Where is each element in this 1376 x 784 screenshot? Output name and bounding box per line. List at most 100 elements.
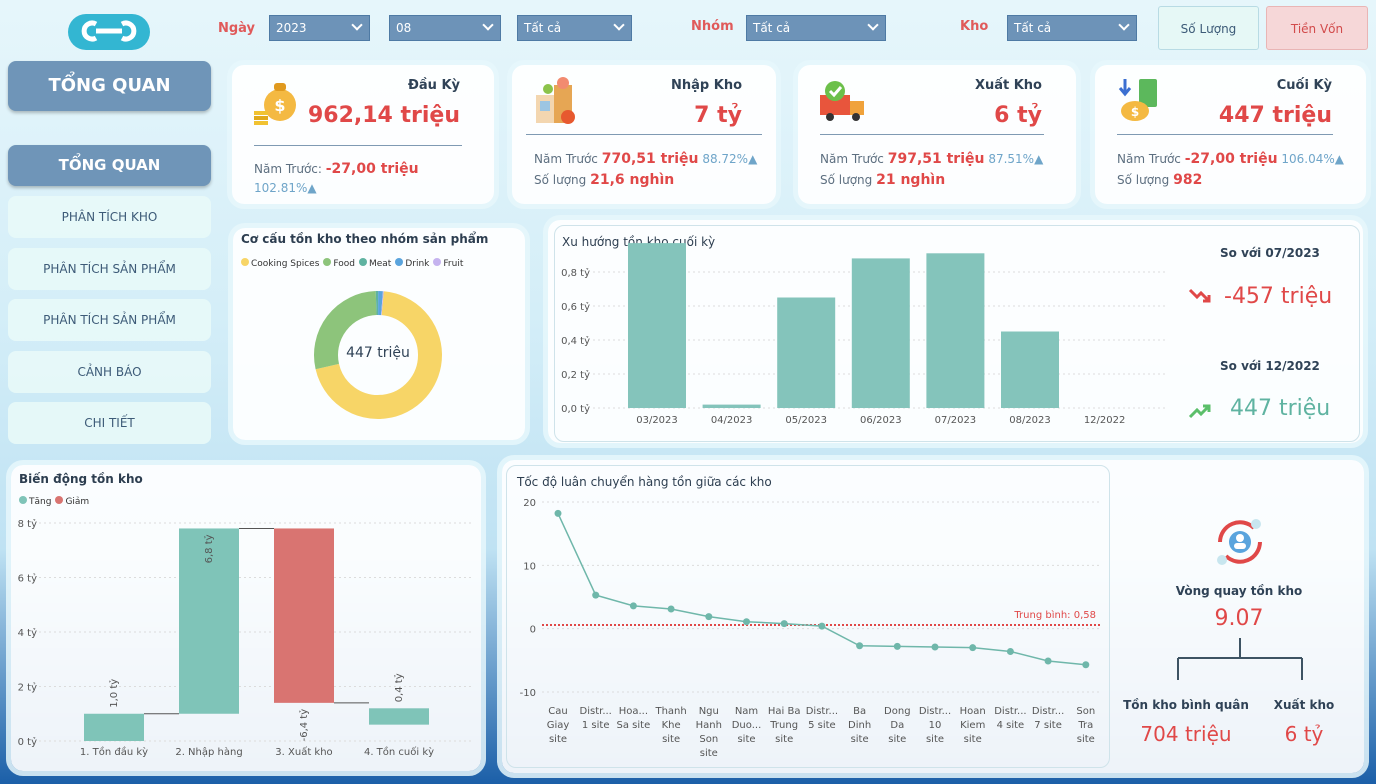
sidebar-item-warehouse-analysis[interactable]: PHÂN TÍCH KHO bbox=[8, 196, 211, 238]
x-tick-label: Hoan Kiem site bbox=[960, 706, 986, 745]
data-point bbox=[592, 591, 600, 599]
x-tick-label: 06/2023 bbox=[860, 415, 902, 426]
quantity-label: Số lượng bbox=[820, 173, 873, 187]
date-filter-label: Ngày bbox=[218, 21, 256, 36]
x-tick-label: Hoa... Sa site bbox=[617, 706, 651, 731]
x-tick-label: Distr... 10 site bbox=[919, 706, 951, 745]
waterfall-panel: Biến động tồn kho Tăng Giảm 0 tỷ 2 tỷ 4 tỷ 6… bbox=[11, 465, 481, 771]
chevron-down-icon bbox=[351, 19, 363, 31]
data-point bbox=[856, 642, 864, 650]
compare1-label: So với 07/2023 bbox=[1220, 246, 1320, 260]
data-point bbox=[629, 602, 637, 610]
waterfall-title: Biến động tồn kho bbox=[19, 472, 143, 486]
data-point bbox=[818, 622, 826, 630]
data-point bbox=[1006, 647, 1014, 655]
legend-item: Meat bbox=[358, 258, 391, 269]
day-dropdown[interactable]: Tất cả bbox=[517, 15, 632, 41]
x-tick-label: 07/2023 bbox=[935, 415, 977, 426]
waterfall-bar bbox=[179, 528, 239, 714]
group-value: Tất cả bbox=[753, 21, 791, 35]
kpi-card-import: Nhập Kho 7 tỷ Năm Trước 770,51 triệu 88.… bbox=[512, 65, 776, 204]
month-dropdown[interactable]: 08 bbox=[389, 15, 501, 41]
waterfall-legend: Tăng Giảm bbox=[19, 496, 93, 507]
sidebar-item-alerts[interactable]: CẢNH BÁO bbox=[8, 351, 211, 393]
year-dropdown[interactable]: 2023 bbox=[269, 15, 370, 41]
kpi-card-opening: $ Đầu Kỳ 962,14 triệu Năm Trước: -27,00 … bbox=[232, 65, 494, 204]
quantity-toggle-button[interactable]: Số Lượng bbox=[1158, 6, 1259, 50]
y-tick-label: 8 tỷ bbox=[18, 518, 37, 530]
x-tick-label: 05/2023 bbox=[785, 415, 827, 426]
data-point bbox=[705, 613, 713, 621]
chevron-down-icon bbox=[482, 19, 494, 31]
sidebar-item-details[interactable]: CHI TIẾT bbox=[8, 402, 211, 444]
export-label: Xuất kho bbox=[1273, 698, 1335, 712]
x-tick-label: Distr... 4 site bbox=[994, 706, 1026, 731]
data-point bbox=[667, 605, 675, 613]
data-label: 1,0 tỷ bbox=[108, 679, 120, 708]
kpi-title: Đầu Kỳ bbox=[408, 78, 460, 93]
y-tick-label: 0 bbox=[530, 625, 536, 636]
trend-up-icon bbox=[1188, 404, 1211, 419]
group-dropdown[interactable]: Tất cả bbox=[746, 15, 886, 41]
legend-item: Drink bbox=[395, 258, 429, 269]
legend-item: Cooking Spices bbox=[241, 258, 319, 269]
data-point bbox=[1044, 657, 1052, 665]
kpi-value: 7 tỷ bbox=[694, 103, 742, 128]
compare1-value: -457 triệu bbox=[1224, 284, 1333, 309]
year-value: 2023 bbox=[276, 21, 307, 35]
donut-legend: Cooking Spices Food Meat Drink Fruit bbox=[241, 258, 467, 269]
legend-item: Fruit bbox=[433, 258, 463, 269]
x-tick-label: Nam Duo... site bbox=[732, 706, 762, 745]
turnover-kpi-value: 9.07 bbox=[1214, 606, 1264, 631]
month-value: 08 bbox=[396, 21, 412, 35]
warehouse-dropdown[interactable]: Tất cả bbox=[1007, 15, 1137, 41]
quantity-value: 982 bbox=[1173, 172, 1203, 188]
x-tick-label: 12/2022 bbox=[1084, 415, 1126, 426]
kpi-card-closing: $ Cuối Kỳ 447 triệu Năm Trước -27,00 tri… bbox=[1095, 65, 1366, 204]
quantity-label: Số lượng bbox=[1117, 173, 1170, 187]
legend-item: Giảm bbox=[55, 496, 89, 507]
prev-year-value: -27,00 triệu bbox=[325, 161, 419, 177]
prev-year-label: Năm Trước: bbox=[254, 162, 322, 176]
data-label: -6,4 tỷ bbox=[298, 709, 310, 742]
y-tick-label: 0,8 tỷ bbox=[561, 267, 590, 279]
x-tick-label: Ngu Hanh Son site bbox=[696, 706, 722, 759]
bar bbox=[777, 297, 836, 408]
delivery-truck-icon bbox=[820, 81, 864, 121]
donut-slice bbox=[314, 291, 378, 370]
x-tick-label: 04/2023 bbox=[711, 415, 753, 426]
quantity-label: Số lượng bbox=[534, 173, 587, 187]
triangle-up-icon: ▲ bbox=[748, 152, 758, 166]
data-label: 6,8 tỷ bbox=[203, 534, 215, 563]
inventory-rotation-icon bbox=[1217, 519, 1262, 565]
prev-year-value: 797,51 triệu bbox=[887, 151, 985, 167]
waterfall-bar bbox=[274, 528, 334, 703]
avg-inventory-label: Tồn kho bình quân bbox=[1123, 698, 1249, 712]
sidebar-item-product-analysis-2[interactable]: PHÂN TÍCH SẢN PHẨM bbox=[8, 299, 211, 341]
data-point bbox=[554, 509, 562, 517]
y-tick-label: 6 tỷ bbox=[18, 573, 37, 585]
capital-toggle-button[interactable]: Tiền Vốn bbox=[1266, 6, 1368, 50]
quantity-value: 21 nghìn bbox=[876, 172, 946, 188]
y-tick-label: 0,2 tỷ bbox=[561, 369, 590, 381]
export-value: 6 tỷ bbox=[1284, 722, 1324, 746]
sidebar-item-overview[interactable]: TỔNG QUAN bbox=[8, 145, 211, 186]
warehouse-filter-label: Kho bbox=[960, 19, 989, 34]
waterfall-bar bbox=[84, 713, 144, 741]
turnover-panel: Tốc độ luân chuyển hàng tồn giữa các kho… bbox=[502, 460, 1364, 773]
x-tick-label: Cau Giay site bbox=[547, 706, 570, 745]
y-tick-label: 10 bbox=[523, 561, 536, 572]
donut-title: Cơ cấu tồn kho theo nhóm sản phẩm bbox=[241, 232, 489, 246]
sidebar-item-product-analysis[interactable]: PHÂN TÍCH SẢN PHẨM bbox=[8, 248, 211, 290]
waterfall-chart: 0 tỷ 2 tỷ 4 tỷ 6 tỷ 8 tỷ 1,0 tỷ 1. Tồn đầu kỳ 6… bbox=[18, 518, 471, 758]
data-point bbox=[780, 620, 788, 628]
data-point bbox=[743, 618, 750, 626]
x-tick-label: 3. Xuất kho bbox=[275, 746, 332, 758]
money-bag-icon: $ bbox=[254, 83, 296, 125]
bar bbox=[851, 258, 910, 408]
trend-down-icon bbox=[1188, 288, 1211, 303]
x-tick-label: 1. Tồn đầu kỳ bbox=[80, 746, 148, 758]
kpi-card-export: Xuất Kho 6 tỷ Năm Trước 797,51 triệu 87.… bbox=[798, 65, 1076, 204]
kpi-value: 6 tỷ bbox=[994, 103, 1042, 128]
x-tick-label: Dong Da site bbox=[884, 706, 911, 745]
